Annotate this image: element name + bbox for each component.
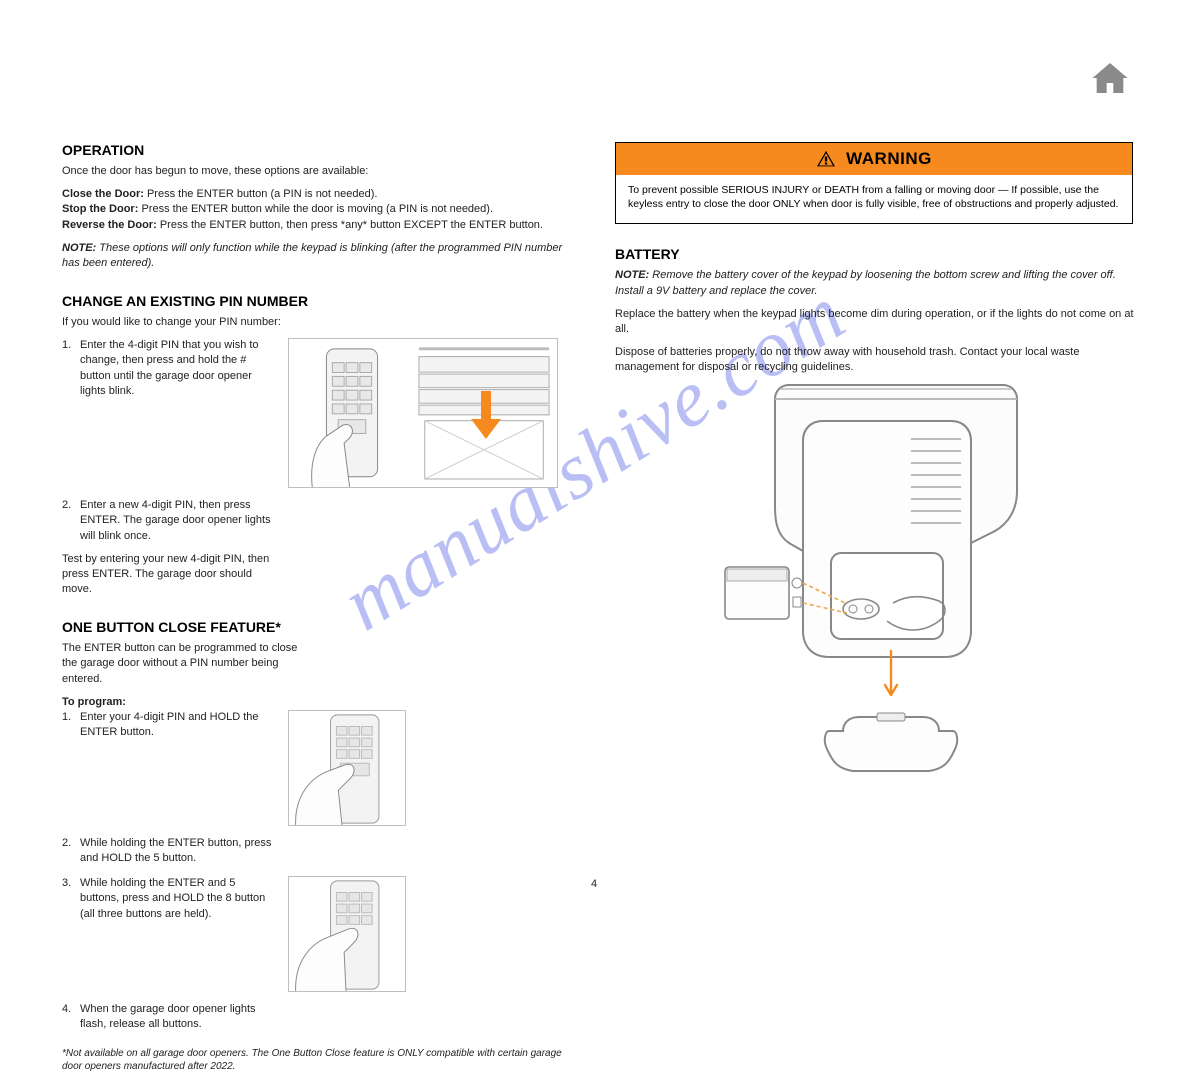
- one-button-intro: The ENTER button can be programmed to cl…: [62, 641, 312, 687]
- section-heading-change-pin: CHANGE AN EXISTING PIN NUMBER: [62, 293, 582, 309]
- battery-illustration: [655, 381, 1085, 801]
- one-button-program-label: To program:: [62, 695, 582, 710]
- ops-intro: Once the door has begun to move, these o…: [62, 164, 582, 179]
- warning-box: WARNING To prevent possible SERIOUS INJU…: [615, 142, 1133, 224]
- change-pin-step-1: 1.Enter the 4-digit PIN that you wish to…: [62, 338, 582, 488]
- battery-text-1: Replace the battery when the keypad ligh…: [615, 307, 1135, 337]
- down-arrow-icon: [469, 391, 503, 446]
- right-column: WARNING To prevent possible SERIOUS INJU…: [615, 142, 1135, 801]
- section-heading-operation: OPERATION: [62, 142, 582, 158]
- warning-header: WARNING: [616, 143, 1132, 175]
- illustration-step1: [288, 338, 558, 488]
- change-pin-test: Test by entering your new 4-digit PIN, t…: [62, 552, 274, 598]
- warning-body-text: To prevent possible SERIOUS INJURY or DE…: [616, 175, 1132, 223]
- one-button-step-2: 2.While holding the ENTER button, press …: [62, 836, 582, 866]
- change-pin-step-2: 2.Enter a new 4-digit PIN, then press EN…: [62, 498, 274, 544]
- ops-stop: Stop the Door: Press the ENTER button wh…: [62, 202, 582, 217]
- battery-note: NOTE: Remove the battery cover of the ke…: [615, 268, 1135, 298]
- left-column: OPERATION Once the door has begun to mov…: [62, 142, 582, 1074]
- home-icon[interactable]: [1090, 60, 1130, 101]
- ops-note: NOTE: These options will only function w…: [62, 241, 582, 271]
- section-heading-one-button: ONE BUTTON CLOSE FEATURE*: [62, 619, 582, 635]
- ops-reverse: Reverse the Door: Press the ENTER button…: [62, 218, 582, 233]
- page-number: 4: [0, 878, 1188, 890]
- keypad-hand-icon: [293, 343, 411, 488]
- illustration-hold-enter: [288, 710, 406, 826]
- change-pin-intro: If you would like to change your PIN num…: [62, 315, 582, 330]
- one-button-step-1: 1.Enter your 4-digit PIN and HOLD the EN…: [62, 710, 582, 826]
- keypad-press-multi-icon: [289, 877, 406, 992]
- ops-close: Close the Door: Press the ENTER button (…: [62, 187, 582, 202]
- one-button-footnote: *Not available on all garage door opener…: [62, 1047, 582, 1074]
- one-button-step-4: 4.When the garage door opener lights fla…: [62, 1002, 274, 1032]
- illustration-hold-three: [288, 876, 406, 992]
- battery-text-2: Dispose of batteries properly, do not th…: [615, 345, 1135, 375]
- section-heading-battery: BATTERY: [615, 246, 1135, 262]
- warning-title: WARNING: [846, 149, 932, 169]
- warning-triangle-icon: [816, 150, 836, 168]
- one-button-step-3: 3.While holding the ENTER and 5 buttons,…: [62, 876, 582, 992]
- keypad-press-icon: [289, 711, 406, 826]
